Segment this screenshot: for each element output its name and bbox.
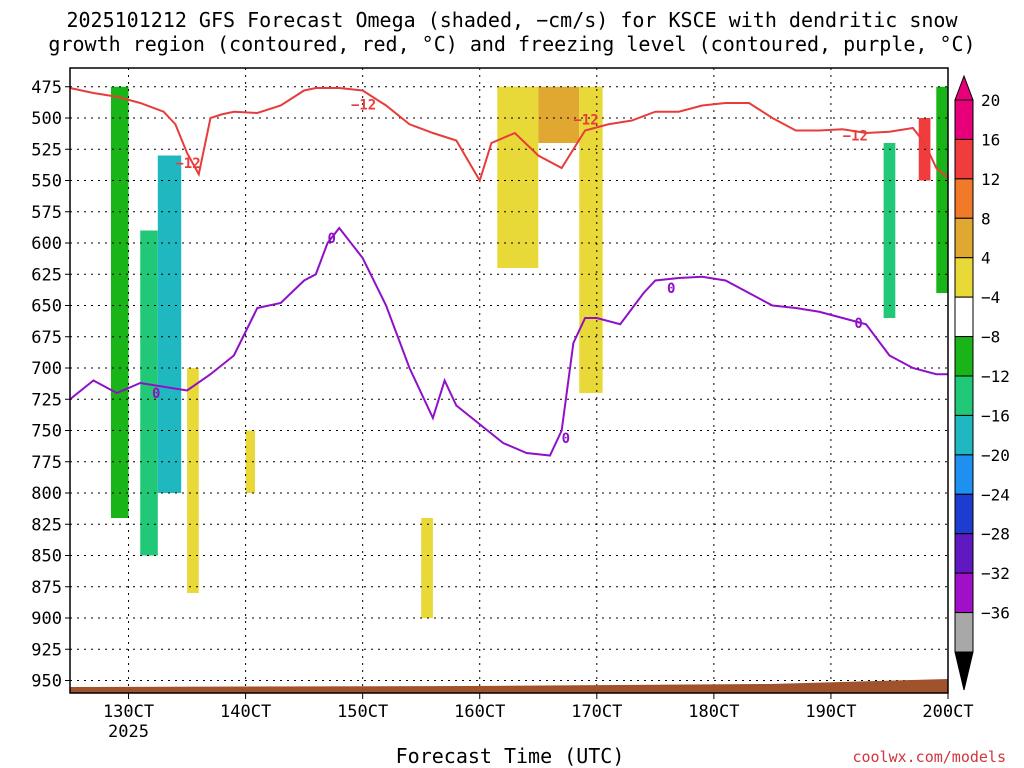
omega-positive-column-b [245,430,255,493]
colorbar-label-3: 8 [981,209,991,228]
x-tick-label-190CT: 190CT [805,702,856,722]
y-tick-label-900: 900 [31,609,62,629]
x-tick-label-160CT: 160CT [454,702,505,722]
y-tick-label-850: 850 [31,547,62,567]
omega-negative-column-a [110,86,129,518]
dgz-contour-label-3: −12 [175,156,200,172]
x-tick-sublabel-130CT: 2025 [108,722,149,742]
dgz-contour-label-0: −12 [351,97,376,113]
dgz-contour-label-2: −12 [843,129,868,145]
colorbar-swatch-13 [954,612,974,653]
colorbar-label-12: −32 [981,564,1010,583]
y-tick-label-825: 825 [31,515,62,535]
colorbar-label-6: −8 [981,328,1000,347]
y-tick-label-575: 575 [31,203,62,223]
y-tick-label-525: 525 [31,140,62,160]
colorbar-swatch-12 [954,572,974,614]
frz-contour-label-2: 0 [667,281,675,297]
y-tick-label-500: 500 [31,109,62,129]
colorbar-label-4: 4 [981,249,991,268]
dgz-contour-label-1: −12 [573,112,598,128]
colorbar-swatch-0 [954,99,974,140]
colorbar-swatch-9 [954,454,974,495]
colorbar-label-8: −16 [981,406,1010,425]
colorbar-label-5: −4 [981,288,1000,307]
colorbar-swatch-3 [954,217,974,259]
colorbar-label-1: 16 [981,130,1000,149]
omega-negative-column-i [936,86,948,293]
y-tick-label-625: 625 [31,265,62,285]
colorbar-top-arrow [954,74,974,101]
y-tick-label-550: 550 [31,172,62,192]
colorbar-label-11: −28 [981,525,1010,544]
colorbar-swatch-4 [954,257,974,298]
frz-contour-label-3: 0 [152,386,160,402]
plot-frame [69,67,949,694]
y-tick-label-650: 650 [31,297,62,317]
x-tick-label-170CT: 170CT [571,702,622,722]
omega-positive-column-g [883,143,896,318]
colorbar-label-7: −12 [981,367,1010,386]
x-tick-label-140CT: 140CT [220,702,271,722]
colorbar-swatch-6 [954,336,974,377]
omega-positive-column-d [497,86,539,268]
colorbar-swatch-10 [954,493,974,535]
colorbar-label-10: −24 [981,485,1010,504]
colorbar-swatch-8 [954,414,974,456]
y-tick-label-600: 600 [31,234,62,254]
colorbar-swatch-2 [954,178,974,219]
terrain-strip [70,679,948,693]
x-tick-label-130CT: 130CT [103,702,154,722]
chart-title-line-1: 2025101212 GFS Forecast Omega (shaded, −… [66,8,958,32]
colorbar-label-2: 12 [981,170,1000,189]
colorbar-swatch-5 [954,296,974,338]
colorbar-swatch-11 [954,533,974,574]
colorbar-swatch-1 [954,138,974,180]
colorbar-swatch-7 [954,375,974,416]
colorbar-label-0: 20 [981,91,1000,110]
freezing-level-contour-line [69,226,948,457]
y-tick-label-750: 750 [31,422,62,442]
y-tick-label-725: 725 [31,390,62,410]
omega-positive-column-a [187,368,199,593]
omega-negative-column-c [157,155,182,493]
frz-contour-label-0: 0 [328,231,336,247]
y-tick-label-925: 925 [31,640,62,660]
x-tick-label-180CT: 180CT [688,702,739,722]
omega-negative-column-b [140,230,158,556]
frz-contour-label-1: 0 [562,431,570,447]
y-tick-label-800: 800 [31,484,62,504]
y-tick-label-675: 675 [31,328,62,348]
y-tick-label-475: 475 [31,78,62,98]
dgz-contour-line [69,87,949,183]
colorbar-bottom-arrow [954,651,974,691]
x-tick-label-150CT: 150CT [337,702,388,722]
colorbar-label-9: −20 [981,446,1010,465]
x-axis-label: Forecast Time (UTC) [395,744,625,768]
y-tick-label-875: 875 [31,578,62,598]
y-tick-label-700: 700 [31,359,62,379]
omega-positive-column-f [579,86,603,393]
frz-contour-label-4: 0 [854,316,862,332]
credit-text: coolwx.com/models [852,748,1006,766]
y-tick-label-775: 775 [31,453,62,473]
omega-positive-column-e [538,86,580,143]
y-tick-label-950: 950 [31,672,62,692]
omega-positive-column-c [421,518,433,618]
x-tick-label-200CT: 200CT [922,702,973,722]
chart-title-line-2: growth region (contoured, red, °C) and f… [48,32,976,56]
colorbar-label-13: −36 [981,604,1010,623]
